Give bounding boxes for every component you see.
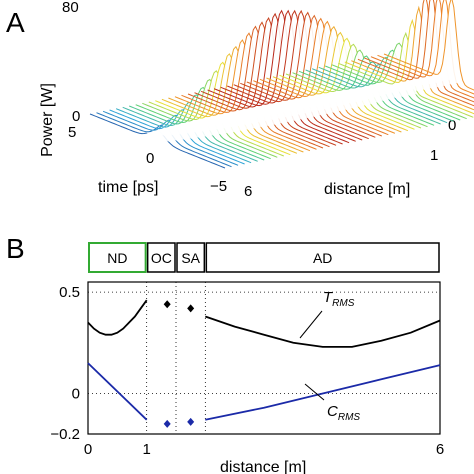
- series-line-t-rms: [205, 315, 441, 348]
- waterfall-trace: [370, 0, 474, 99]
- y-tick-label: 0: [72, 385, 80, 402]
- panel-b-plot-frame: [87, 281, 441, 435]
- x-tick-label: 6: [436, 441, 444, 458]
- segment-box-oc: [146, 242, 176, 273]
- x-tick-label: 1: [142, 441, 150, 458]
- panel-a-time-tick-0: 0: [146, 150, 154, 167]
- panel-b-ticks: 0.50−0.20 1 6: [50, 284, 444, 458]
- diamond-marker: [163, 419, 171, 428]
- segment-label-nd: ND: [107, 250, 127, 266]
- waterfall-trace: [364, 0, 474, 103]
- panel-a-time-tick-5: 5: [68, 124, 76, 141]
- panel-a-label: A: [6, 7, 25, 38]
- waterfall-trace: [351, 5, 474, 111]
- panel-a-waterfall: [89, 0, 474, 169]
- panel-b-label: B: [6, 233, 25, 264]
- t-rms-pointer: [299, 310, 323, 339]
- panel-b-markers: [163, 300, 195, 428]
- segment-bar: ND OC SA AD: [88, 242, 440, 273]
- panel-a-distance-label: distance [m]: [324, 181, 410, 198]
- segment-label-ad: AD: [313, 250, 332, 266]
- waterfall-trace: [383, 0, 474, 91]
- c-rms-pointer: [304, 383, 325, 401]
- panel-a-distance-tick-0: 0: [448, 117, 456, 134]
- series-line-c-rms: [205, 364, 441, 421]
- series-label-t-rms: TRMS: [323, 289, 355, 309]
- series-label-c-rms: CRMS: [327, 403, 360, 423]
- panel-a-distance-tick-6: 6: [244, 183, 252, 200]
- panel-b: B ND OC SA AD 0.50−0.20 1 6 TRMS CRMS distanc…: [6, 233, 444, 474]
- segment-label-oc: OC: [151, 250, 172, 266]
- y-tick-label: 0.5: [59, 284, 80, 301]
- x-tick-label: 0: [84, 441, 92, 458]
- panel-b-lines: [87, 299, 441, 421]
- panel-a-power-tick-max: 80: [62, 0, 79, 16]
- panel-a-power-tick-min: 0: [72, 108, 80, 125]
- y-tick-label: −0.2: [50, 426, 80, 443]
- panel-a-time-label: time [ps]: [98, 179, 158, 196]
- panel-a: A Power [W] 80 0 5 0 −5 time [ps] 0 1 6 …: [6, 0, 474, 200]
- segment-label-sa: SA: [181, 250, 200, 266]
- panel-a-y-axis-label: Power [W]: [39, 83, 56, 157]
- segment-box-ad: [205, 242, 440, 273]
- panel-b-x-axis-label: distance [m]: [220, 459, 306, 474]
- diamond-marker: [187, 417, 195, 426]
- waterfall-trace: [357, 0, 474, 107]
- diamond-marker: [163, 300, 171, 309]
- diamond-marker: [187, 304, 195, 313]
- segment-box-sa: [176, 242, 206, 273]
- panel-b-grid: [88, 282, 440, 434]
- waterfall-trace: [344, 18, 474, 115]
- series-line-c-rms: [87, 362, 148, 421]
- panel-a-time-tick-minus5: −5: [210, 178, 227, 195]
- panel-a-distance-tick-1: 1: [430, 147, 438, 164]
- series-line-t-rms: [87, 299, 148, 336]
- segment-box-nd: [88, 242, 147, 273]
